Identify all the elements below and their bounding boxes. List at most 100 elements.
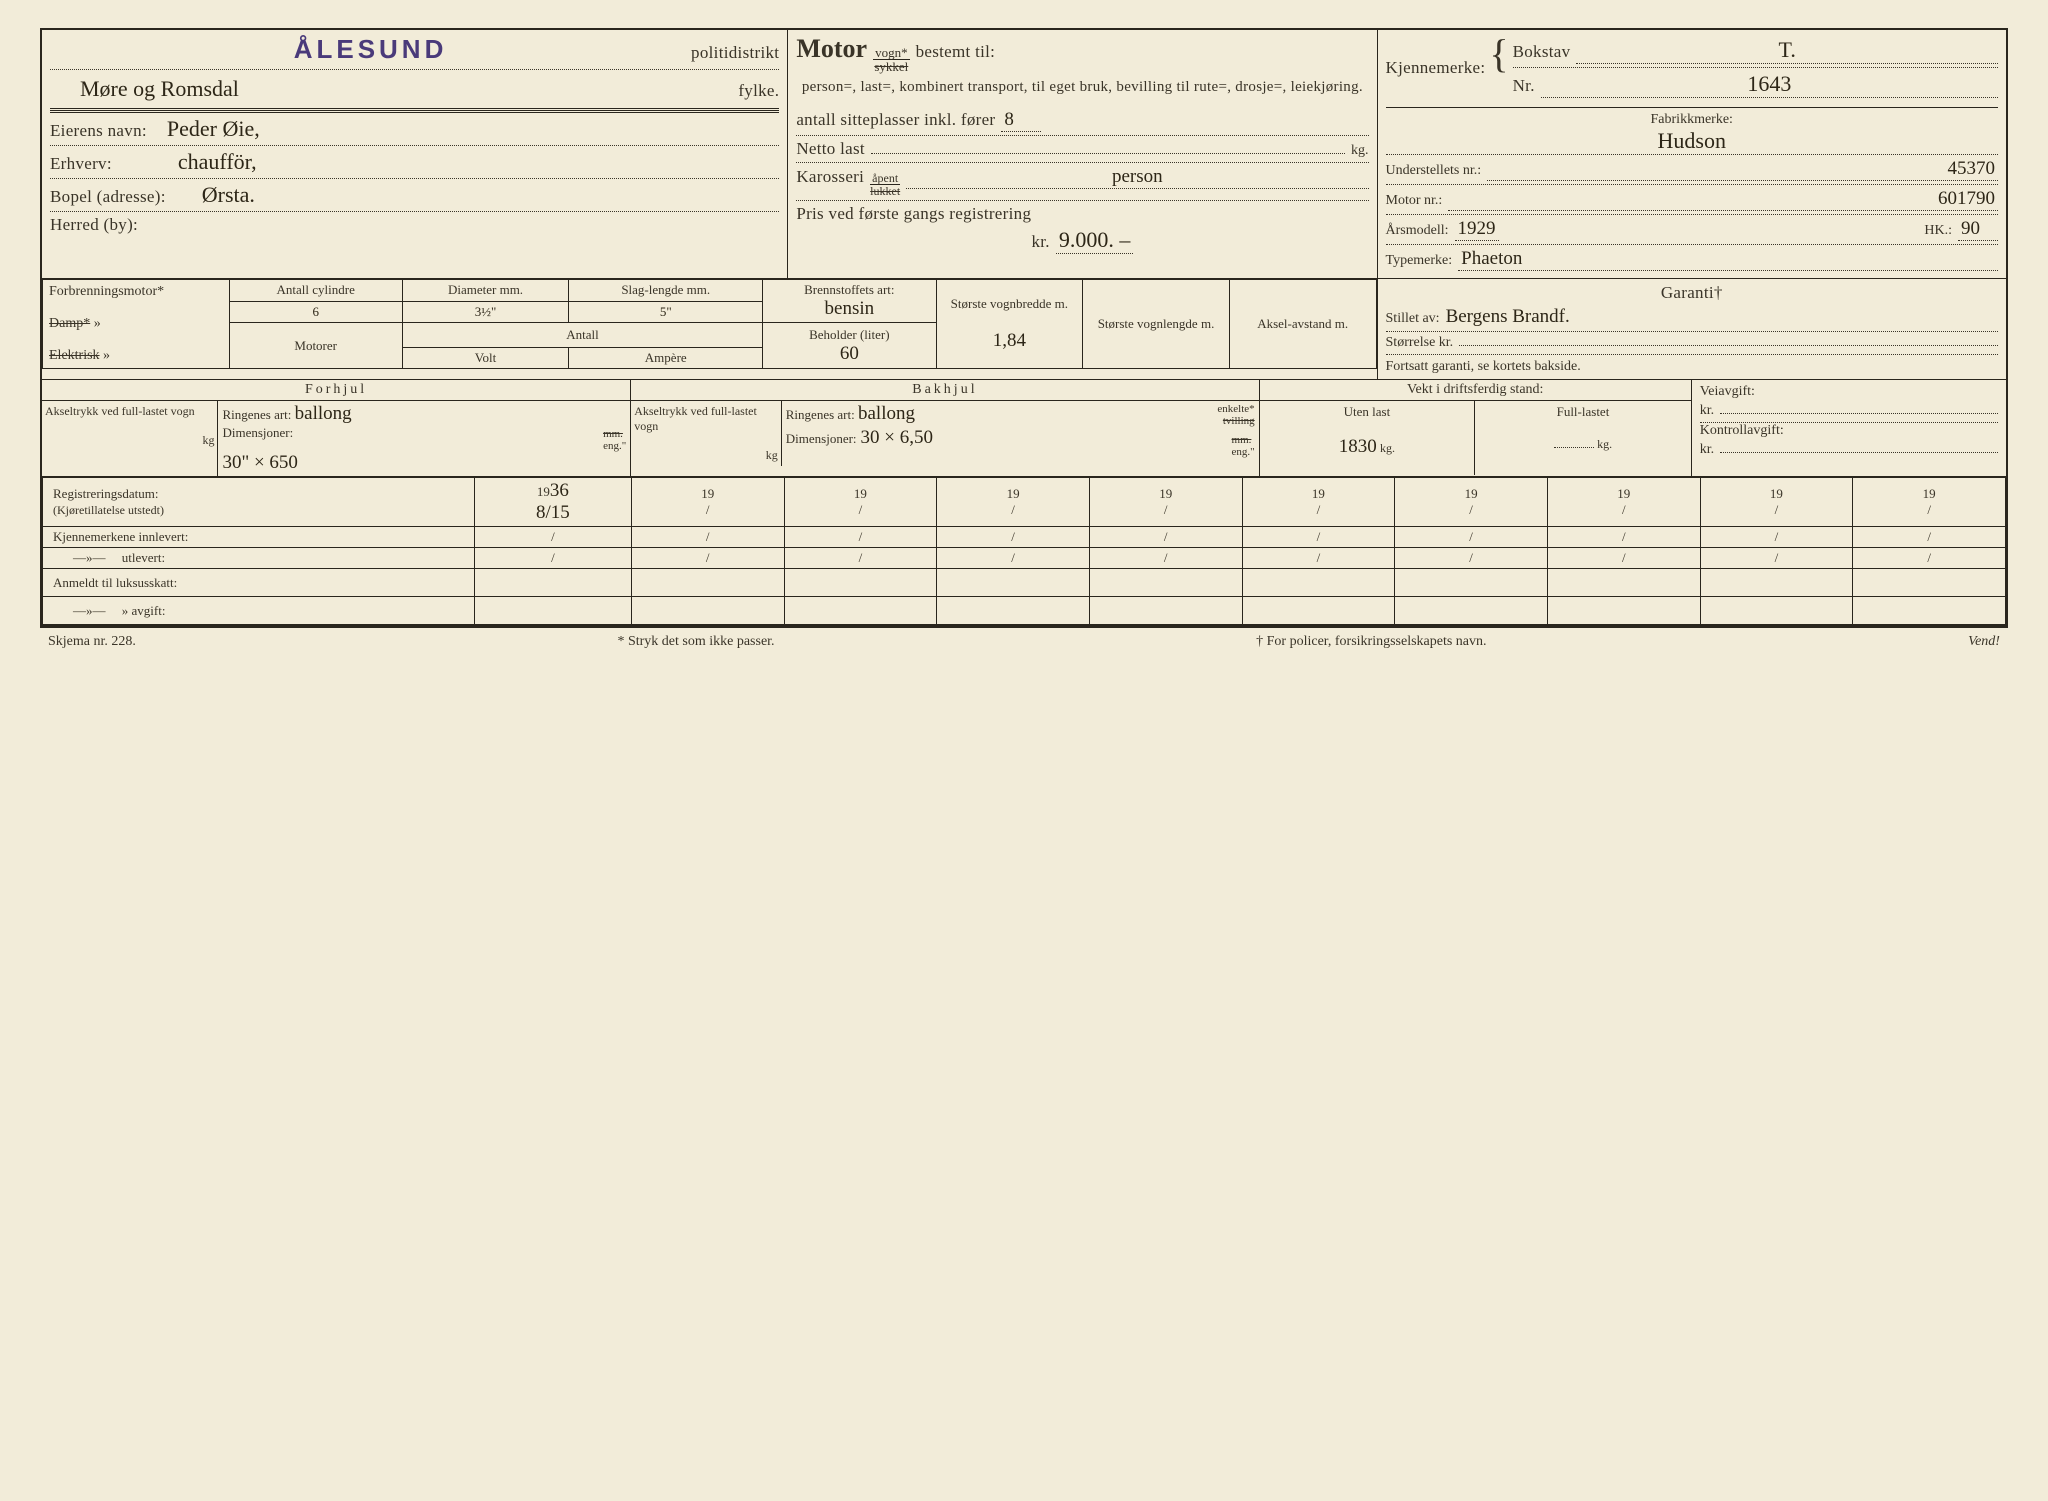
- enkelte-label: enkelte*: [1217, 403, 1254, 415]
- netto-kg-label: kg.: [1351, 143, 1369, 159]
- address-label: Bopel (adresse):: [50, 187, 166, 207]
- price-label: Pris ved første gangs registrering: [796, 201, 1368, 224]
- karosseri-label: Karosseri: [796, 167, 864, 187]
- vogn-label: vogn*: [873, 46, 910, 60]
- footnote-1: * Stryk det som ikke passer.: [617, 634, 774, 650]
- netto-label: Netto last: [796, 139, 865, 159]
- ampere-label: Ampère: [569, 347, 763, 369]
- nr-value: 1643: [1541, 71, 1998, 98]
- aksel-label: Aksel-avstand m.: [1229, 280, 1376, 369]
- beholder-value: 60: [767, 343, 931, 365]
- bakhjul-label: Bakhjul: [631, 380, 1258, 401]
- hk-value: 90: [1958, 218, 1998, 241]
- forhjul-label: Forhjul: [42, 380, 630, 401]
- elektrisk-label: Elektrisk: [49, 348, 100, 363]
- seats-label: antall sitteplasser inkl. fører: [796, 110, 995, 130]
- nr-label: Nr.: [1513, 76, 1535, 96]
- footnote-2: † For policer, forsikringsselskapets nav…: [1256, 634, 1486, 650]
- fylke-value: Møre og Romsdal: [50, 76, 738, 102]
- dim-rear-label: Dimensjoner:: [786, 431, 857, 447]
- aksel-rear-label: Akseltrykk ved full-lastet vogn: [634, 404, 778, 434]
- hk-label: HK.:: [1924, 223, 1952, 239]
- owner-name-value: Peder Øie,: [153, 116, 779, 142]
- avgift-label: » avgift:: [122, 603, 166, 618]
- ring-rear-value: ballong: [858, 403, 915, 424]
- brace-icon: {: [1485, 34, 1512, 101]
- veiavgift-label: Veiavgift:: [1700, 384, 1998, 400]
- motornr-label: Motor nr.:: [1386, 193, 1443, 209]
- cyl-label: Antall cylindre: [229, 280, 402, 302]
- tvilling-label: tvilling: [1223, 415, 1255, 427]
- politidistrikt-stamp: ÅLESUND: [50, 34, 691, 65]
- forbr-label: Forbrenningsmotor*: [49, 284, 223, 300]
- sykkel-label: sykkel: [874, 59, 908, 74]
- innlevert-label: Kjennemerkene innlevert:: [43, 527, 475, 548]
- dates-table: Registreringsdatum: (Kjøretillatelse uts…: [42, 477, 2006, 625]
- stillet-label: Stillet av:: [1386, 311, 1440, 327]
- card-footer: Skjema nr. 228. * Stryk det som ikke pas…: [40, 628, 2008, 650]
- ringenes-front-label: Ringenes art:: [222, 407, 291, 422]
- occupation-value: chaufför,: [118, 149, 779, 175]
- vekt-label: Vekt i driftsferdig stand:: [1260, 380, 1691, 401]
- karosseri-lukket: lukket: [870, 184, 900, 198]
- address-value: Ørsta.: [172, 182, 780, 208]
- antall-label: Antall: [402, 323, 762, 348]
- herred-label: Herred (by):: [50, 215, 138, 235]
- reg-date: 8/15: [536, 502, 570, 523]
- diam-value: 3½": [402, 301, 569, 323]
- dim-front-value: 30" × 650: [222, 452, 297, 473]
- arsmodell-value: 1929: [1455, 218, 1499, 241]
- skjema-nr: Skjema nr. 228.: [48, 634, 136, 650]
- fortsatt-label: Fortsatt garanti, se kortets bakside.: [1386, 355, 1998, 375]
- usage-line: person=, last=, kombinert transport, til…: [796, 73, 1368, 106]
- brenn-label: Brennstoffets art:: [767, 282, 931, 298]
- price-value: 9.000. –: [1056, 227, 1134, 254]
- motor-title: Motor: [796, 34, 867, 64]
- full-label: Full-lastet: [1478, 404, 1688, 420]
- reg-label: Registreringsdatum:: [53, 486, 158, 501]
- registration-card: ÅLESUND politidistrikt Møre og Romsdal f…: [40, 28, 2008, 628]
- luksus-label: Anmeldt til luksusskatt:: [43, 569, 475, 597]
- cyl-value: 6: [229, 301, 402, 323]
- occupation-label: Erhverv:: [50, 154, 112, 174]
- reg-sub: (Kjøretillatelse utstedt): [53, 503, 164, 517]
- bredde-value: 1,84: [941, 330, 1079, 352]
- understell-label: Understellets nr.:: [1386, 163, 1482, 179]
- motornr-value: 601790: [1448, 188, 1998, 211]
- volt-label: Volt: [402, 347, 569, 369]
- garanti-title: Garanti†: [1386, 283, 1998, 303]
- bredde-label: Største vognbredde m.: [941, 296, 1079, 312]
- aksel-front-label: Akseltrykk ved full-lastet vogn: [45, 404, 214, 419]
- lengde-label: Største vognlengde m.: [1083, 280, 1230, 369]
- slag-value: 5": [569, 301, 763, 323]
- diam-label: Diameter mm.: [402, 280, 569, 302]
- owner-name-label: Eierens navn:: [50, 121, 147, 141]
- stillet-value: Bergens Brandf.: [1446, 306, 1570, 328]
- slag-label: Slag-lengde mm.: [569, 280, 763, 302]
- uten-label: Uten last: [1263, 404, 1472, 420]
- seats-value: 8: [1001, 109, 1041, 132]
- ring-front-value: ballong: [295, 403, 352, 424]
- typemerke-label: Typemerke:: [1386, 253, 1453, 269]
- bokstav-value: T.: [1576, 37, 1998, 64]
- kontroll-label: Kontrollavgift:: [1700, 423, 1998, 439]
- storrelse-label: Størrelse kr.: [1386, 335, 1454, 351]
- karosseri-value: person: [906, 166, 1368, 189]
- fylke-label: fylke.: [738, 81, 779, 101]
- bokstav-label: Bokstav: [1513, 42, 1571, 62]
- arsmodell-label: Årsmodell:: [1386, 223, 1449, 239]
- kjennemerke-label: Kjennemerke:: [1386, 58, 1486, 78]
- motorer-label: Motorer: [229, 323, 402, 369]
- typemerke-value: Phaeton: [1458, 248, 1998, 271]
- politidistrikt-label: politidistrikt: [691, 43, 779, 63]
- beholder-label: Beholder (liter): [767, 327, 931, 343]
- uten-value: 1830: [1339, 436, 1377, 457]
- damp-label: Damp*: [49, 316, 90, 331]
- dim-front-label: Dimensjoner:: [222, 425, 293, 441]
- reg-year: 36: [550, 480, 569, 501]
- vend-label: Vend!: [1968, 634, 2000, 650]
- ringenes-rear-label: Ringenes art:: [786, 407, 855, 422]
- price-kr-label: kr.: [1031, 232, 1049, 252]
- bestemt-label: bestemt til:: [916, 42, 996, 62]
- understell-value: 45370: [1487, 158, 1998, 181]
